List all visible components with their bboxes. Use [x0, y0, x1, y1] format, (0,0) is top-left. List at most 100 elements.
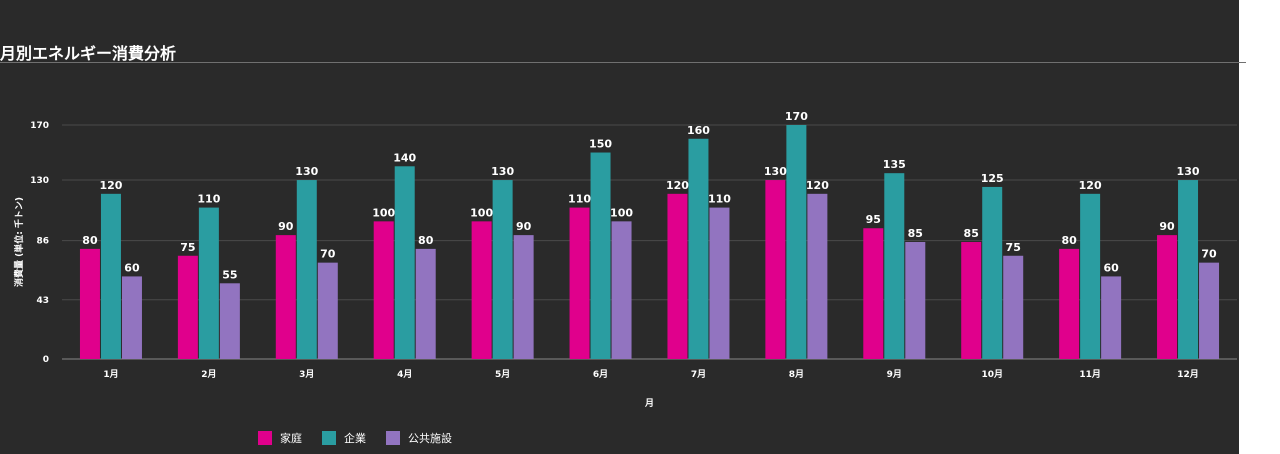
bar-2	[884, 173, 905, 359]
data-label: 170	[785, 110, 808, 123]
data-label: 60	[1103, 261, 1119, 274]
bar-1	[177, 255, 198, 359]
y-axis-title: 消費量 (単位: 千トン)	[13, 197, 25, 287]
bar-2	[786, 125, 807, 359]
bar-3	[709, 207, 730, 359]
data-label: 60	[124, 261, 140, 274]
y-tick-label: 130	[30, 176, 49, 186]
bar-1	[765, 180, 786, 359]
bar-1	[275, 235, 296, 359]
bar-1	[863, 228, 884, 359]
data-label: 75	[180, 241, 195, 254]
bar-3	[317, 262, 338, 359]
bar-2	[1080, 193, 1101, 359]
data-label: 80	[82, 234, 98, 247]
y-tick-label: 43	[36, 296, 49, 306]
bar-1	[1157, 235, 1178, 359]
data-label: 75	[1006, 241, 1021, 254]
legend-label-2: 企業	[344, 431, 366, 445]
bar-3	[1199, 262, 1220, 359]
bar-1	[471, 221, 492, 359]
x-tick-label: 6月	[593, 369, 608, 380]
data-label: 80	[1061, 234, 1077, 247]
bar-1	[373, 221, 394, 359]
bar-3	[415, 248, 436, 359]
data-label: 130	[1177, 165, 1200, 178]
y-tick-label: 86	[36, 237, 49, 247]
bar-3	[807, 193, 828, 359]
data-label: 135	[883, 158, 906, 171]
data-label: 85	[908, 227, 923, 240]
data-label: 130	[491, 165, 514, 178]
legend-swatch-2	[322, 431, 336, 445]
legend-swatch-1	[258, 431, 272, 445]
data-label: 110	[568, 193, 591, 206]
data-label: 100	[610, 206, 633, 219]
bar-1	[1059, 248, 1080, 359]
data-label: 100	[470, 206, 493, 219]
data-label: 95	[866, 213, 881, 226]
legend-label-1: 家庭	[280, 431, 302, 445]
bar-1	[79, 248, 100, 359]
data-label: 80	[418, 234, 434, 247]
data-label: 85	[964, 227, 979, 240]
bar-2	[492, 180, 513, 359]
data-label: 120	[1079, 179, 1102, 192]
x-tick-label: 9月	[887, 369, 902, 380]
x-tick-label: 2月	[201, 369, 216, 380]
chart-title: 月別エネルギー消費分析	[0, 44, 177, 63]
data-label: 70	[1201, 248, 1217, 261]
bar-2	[982, 186, 1003, 359]
x-tick-label: 5月	[495, 369, 510, 380]
x-tick-label: 8月	[789, 369, 804, 380]
data-label: 125	[981, 172, 1004, 185]
x-tick-label: 4月	[397, 369, 412, 380]
data-label: 55	[222, 268, 237, 281]
data-label: 90	[516, 220, 532, 233]
data-label: 70	[320, 248, 336, 261]
bar-3	[1101, 276, 1122, 359]
data-label: 90	[1159, 220, 1175, 233]
bar-2	[1178, 180, 1199, 359]
data-label: 120	[99, 179, 122, 192]
data-label: 150	[589, 138, 612, 151]
bar-2	[394, 166, 415, 359]
bar-2	[296, 180, 317, 359]
data-label: 120	[806, 179, 829, 192]
title-divider	[0, 62, 1246, 63]
bar-chart: 0 43 86 130 170 80 120 60 1月 75 110 55 2月 90 130 70 3月 10…	[13, 110, 1237, 445]
bar-3	[121, 276, 142, 359]
bar-3	[513, 235, 534, 359]
data-label: 100	[372, 206, 395, 219]
bar-2	[198, 207, 219, 359]
bar-2	[590, 152, 611, 359]
data-label: 160	[687, 124, 710, 137]
data-label: 110	[708, 193, 731, 206]
bar-3	[611, 221, 632, 359]
x-tick-label: 11月	[1079, 369, 1101, 380]
x-tick-label: 7月	[691, 369, 706, 380]
x-tick-label: 12月	[1177, 369, 1199, 380]
legend-label-3: 公共施設	[408, 431, 452, 445]
x-tick-label: 1月	[103, 369, 118, 380]
x-tick-label: 10月	[981, 369, 1003, 380]
data-label: 130	[295, 165, 318, 178]
bar-1	[961, 242, 982, 359]
y-tick-label: 0	[43, 355, 49, 365]
x-axis-title: 月	[644, 398, 654, 409]
bar-3	[219, 283, 240, 359]
data-label: 90	[278, 220, 294, 233]
y-tick-label: 170	[30, 121, 49, 131]
bar-2	[100, 193, 121, 359]
x-tick-label: 3月	[299, 369, 314, 380]
chart-panel: 月別エネルギー消費分析 0 43 86 130 170 80 120 60 1月 75 110 55 2…	[0, 0, 1246, 454]
data-label: 110	[197, 193, 220, 206]
bar-2	[688, 138, 709, 359]
legend-swatch-3	[386, 431, 400, 445]
bar-3	[905, 242, 926, 359]
data-label: 120	[666, 179, 689, 192]
bar-1	[667, 193, 688, 359]
bar-3	[1003, 255, 1024, 359]
bar-1	[569, 207, 590, 359]
data-label: 140	[393, 151, 416, 164]
